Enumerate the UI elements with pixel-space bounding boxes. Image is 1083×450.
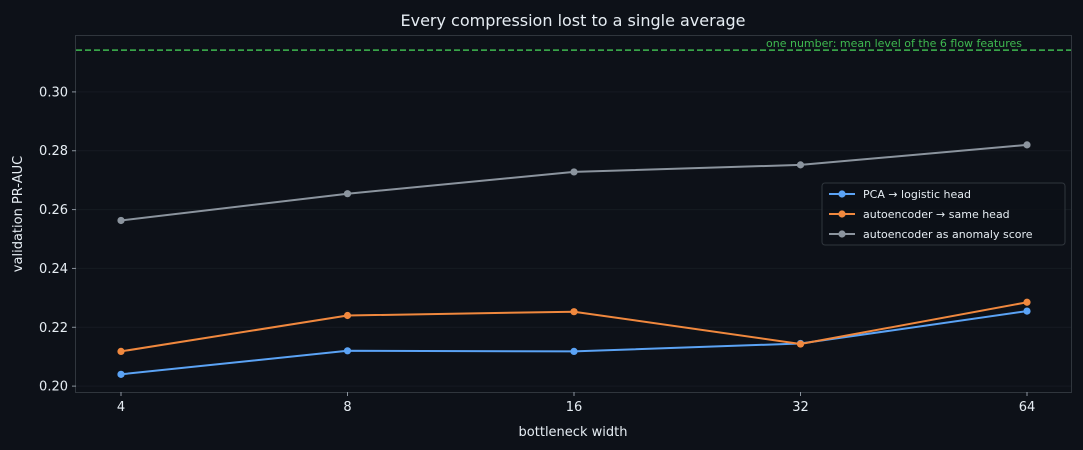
y-tick-label: 0.22 — [39, 321, 68, 336]
y-tick-label: 0.30 — [39, 85, 68, 100]
legend-swatch-marker — [838, 190, 846, 198]
data-point — [796, 340, 805, 348]
legend-label: autoencoder as anomaly score — [863, 228, 1033, 241]
reference-line: one number: mean level of the 6 flow fea… — [76, 37, 1071, 51]
legend-box — [821, 182, 1066, 246]
data-point — [796, 161, 805, 169]
legend-swatch-marker — [838, 210, 846, 218]
y-axis: 0.20 0.22 0.24 0.26 0.28 0.30 — [39, 85, 76, 395]
data-point — [1023, 141, 1031, 149]
series-group — [117, 141, 1031, 378]
y-axis-label: validation PR-AUC — [11, 156, 26, 272]
legend: PCA → logistic head autoencoder → same he… — [821, 182, 1066, 246]
y-tick-label: 0.24 — [39, 262, 68, 277]
data-point — [117, 216, 125, 225]
y-tick-label: 0.20 — [39, 380, 68, 395]
data-point — [343, 347, 352, 355]
data-point — [343, 311, 352, 320]
y-tick-label: 0.26 — [39, 203, 68, 218]
data-point — [570, 347, 578, 355]
data-point — [1023, 307, 1031, 315]
x-tick-label: 4 — [117, 400, 125, 415]
legend-swatch-marker — [838, 230, 846, 238]
x-axis: 4 8 16 32 64 — [117, 392, 1035, 415]
data-point — [343, 190, 352, 198]
x-tick-label: 64 — [1019, 400, 1036, 415]
x-tick-label: 8 — [343, 400, 351, 415]
gridlines — [76, 91, 1071, 387]
data-point — [570, 168, 578, 176]
legend-label: autoencoder → same head — [863, 208, 1010, 221]
data-point — [570, 308, 578, 316]
chart-title: Every compression lost to a single avera… — [400, 11, 745, 30]
legend-label: PCA → logistic head — [863, 188, 971, 201]
reference-line-label: one number: mean level of the 6 flow fea… — [766, 37, 1022, 50]
data-point — [117, 370, 125, 378]
data-point — [117, 347, 125, 355]
y-tick-label: 0.28 — [39, 144, 68, 159]
x-axis-label: bottleneck width — [519, 425, 628, 440]
x-tick-label: 32 — [792, 400, 809, 415]
x-tick-label: 16 — [566, 400, 583, 415]
data-point — [1023, 298, 1031, 306]
